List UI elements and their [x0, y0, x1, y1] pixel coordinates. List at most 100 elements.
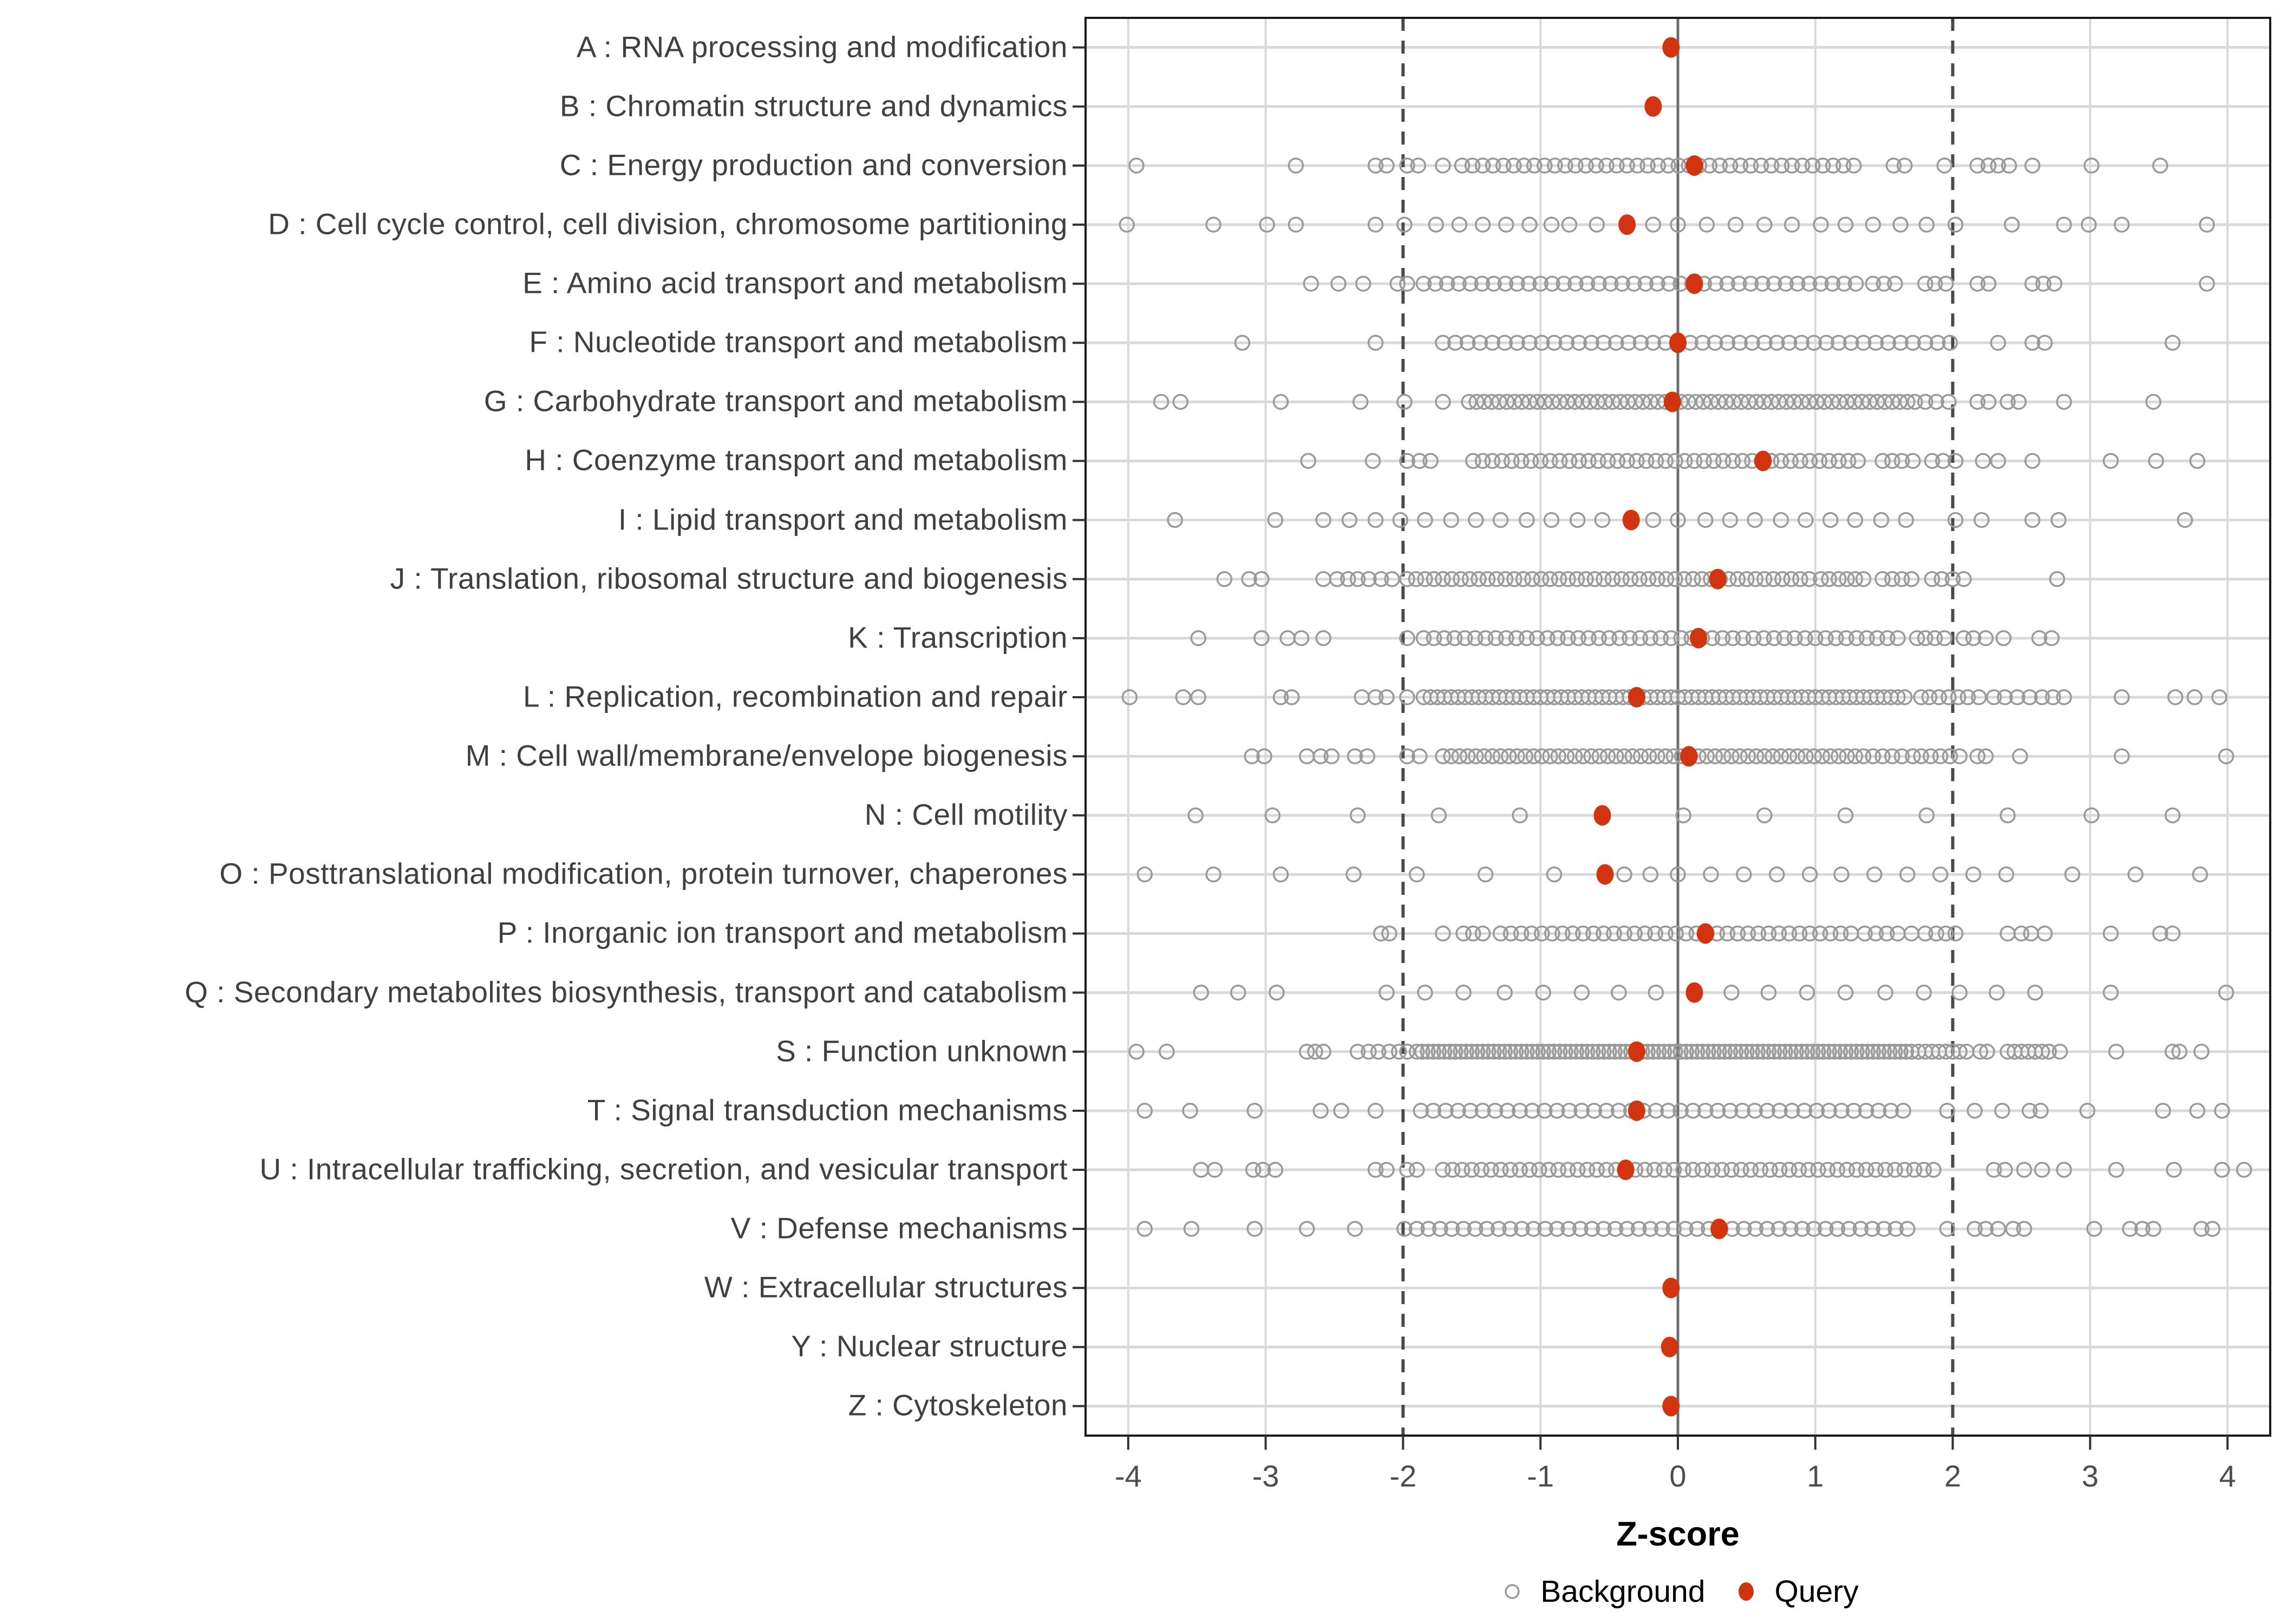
- background-point: [1777, 1043, 1793, 1060]
- background-point: [1645, 217, 1662, 233]
- background-point: [1333, 1103, 1349, 1119]
- background-point: [1847, 512, 1864, 528]
- background-point: [1502, 1221, 1519, 1237]
- background-point: [1848, 1162, 1865, 1178]
- background-point: [1399, 1043, 1415, 1060]
- background-point: [1384, 571, 1400, 587]
- background-point: [2177, 512, 2193, 528]
- background-point: [1877, 1162, 1893, 1178]
- background-point: [1781, 335, 1798, 351]
- background-point: [1412, 453, 1428, 469]
- background-point: [1650, 1043, 1667, 1060]
- background-point: [1591, 276, 1607, 292]
- background-point: [1539, 630, 1556, 646]
- background-point: [1298, 1043, 1315, 1060]
- background-point: [2033, 1103, 2049, 1119]
- background-point: [1568, 1043, 1584, 1060]
- category-label-D: D : Cell cycle control, cell division, c…: [268, 207, 1068, 241]
- background-point: [1714, 1162, 1730, 1178]
- background-point: [1884, 748, 1900, 764]
- x-tick-label--2: -2: [1389, 1459, 1417, 1493]
- background-point: [1569, 512, 1586, 528]
- background-point: [1711, 1043, 1727, 1060]
- background-point: [1183, 1221, 1200, 1237]
- background-point: [1410, 158, 1427, 174]
- background-point: [1572, 1221, 1589, 1237]
- query-point: [1685, 982, 1703, 1003]
- background-point: [2114, 748, 2130, 764]
- background-point: [1567, 158, 1584, 174]
- background-point: [1399, 571, 1415, 587]
- background-point: [1599, 453, 1616, 469]
- background-point: [1540, 1162, 1557, 1178]
- background-point: [1606, 925, 1622, 942]
- background-point: [1608, 335, 1624, 351]
- background-point: [1435, 394, 1451, 410]
- background-point: [1793, 1043, 1810, 1060]
- background-point: [1879, 925, 1895, 942]
- background-point: [1611, 984, 1627, 1001]
- background-point: [1906, 1162, 1923, 1178]
- background-point: [2024, 335, 2041, 351]
- background-point: [1590, 1043, 1606, 1060]
- background-point: [1810, 1162, 1826, 1178]
- background-point: [1947, 512, 1964, 528]
- background-point: [2102, 453, 2119, 469]
- background-point: [1532, 453, 1548, 469]
- category-label-C: C : Energy production and conversion: [559, 148, 1068, 182]
- background-point: [1855, 571, 1872, 587]
- category-label-B: B : Chromatin structure and dynamics: [559, 89, 1068, 123]
- background-point: [1947, 453, 1964, 469]
- background-point: [1591, 630, 1607, 646]
- background-point: [1997, 1162, 2013, 1178]
- background-point: [1864, 1221, 1880, 1237]
- query-point: [1662, 37, 1680, 58]
- background-point: [1722, 512, 1739, 528]
- category-label-O: O : Posttranslational modification, prot…: [219, 857, 1068, 891]
- background-point: [1206, 1162, 1223, 1178]
- background-point: [1722, 158, 1739, 174]
- background-point: [1521, 394, 1538, 410]
- x-tick-label--3: -3: [1252, 1459, 1279, 1493]
- background-point: [1762, 1162, 1778, 1178]
- background-point: [1329, 571, 1345, 587]
- background-point: [1715, 453, 1731, 469]
- background-point: [1804, 158, 1821, 174]
- x-tick-label-3: 3: [2081, 1459, 2099, 1493]
- background-point: [1879, 630, 1896, 646]
- query-point: [1709, 568, 1727, 590]
- background-point: [1865, 1043, 1881, 1060]
- background-point: [1959, 689, 1976, 705]
- background-point: [1608, 748, 1624, 764]
- background-point: [1504, 453, 1520, 469]
- background-point: [1776, 630, 1793, 646]
- background-point: [2192, 866, 2208, 883]
- background-point: [1557, 1043, 1573, 1060]
- background-point: [1596, 925, 1612, 942]
- background-point: [1415, 276, 1432, 292]
- background-point: [1719, 335, 1736, 351]
- background-point: [1966, 1103, 1983, 1119]
- background-point: [1884, 453, 1900, 469]
- category-label-W: W : Extracellular structures: [704, 1270, 1068, 1304]
- background-point: [1307, 1043, 1323, 1060]
- background-point: [1783, 571, 1800, 587]
- background-point: [1838, 630, 1854, 646]
- background-point: [1254, 1162, 1271, 1178]
- background-point: [1765, 571, 1782, 587]
- background-point: [1733, 394, 1749, 410]
- background-point: [1739, 1043, 1755, 1060]
- background-point: [1172, 394, 1188, 410]
- background-point: [1396, 1221, 1413, 1237]
- background-point: [1799, 1043, 1815, 1060]
- background-point: [1731, 748, 1748, 764]
- background-point: [1680, 394, 1696, 410]
- background-point: [1708, 276, 1724, 292]
- background-point: [1498, 217, 1514, 233]
- background-point: [1951, 748, 1968, 764]
- background-point: [1847, 276, 1864, 292]
- background-point: [1455, 1221, 1472, 1237]
- background-point: [1159, 1043, 1175, 1060]
- background-point: [1492, 925, 1509, 942]
- x-tick-label--1: -1: [1527, 1459, 1554, 1493]
